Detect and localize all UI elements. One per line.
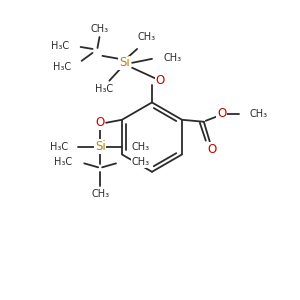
Text: Si: Si	[119, 56, 130, 69]
Text: O: O	[95, 116, 105, 129]
Text: CH₃: CH₃	[91, 189, 109, 199]
Text: H₃C: H₃C	[50, 142, 68, 152]
Text: O: O	[155, 74, 164, 87]
Text: CH₃: CH₃	[249, 109, 268, 119]
Text: Si: Si	[95, 140, 106, 153]
Text: O: O	[217, 107, 226, 120]
Text: CH₃: CH₃	[132, 142, 150, 152]
Text: O: O	[207, 143, 216, 156]
Text: H₃C: H₃C	[54, 158, 72, 167]
Text: H₃C: H₃C	[52, 62, 71, 72]
Text: CH₃: CH₃	[164, 53, 182, 63]
Text: CH₃: CH₃	[90, 24, 109, 34]
Text: H₃C: H₃C	[51, 41, 69, 51]
Text: CH₃: CH₃	[138, 32, 156, 42]
Text: CH₃: CH₃	[132, 158, 150, 167]
Text: H₃C: H₃C	[95, 84, 113, 94]
